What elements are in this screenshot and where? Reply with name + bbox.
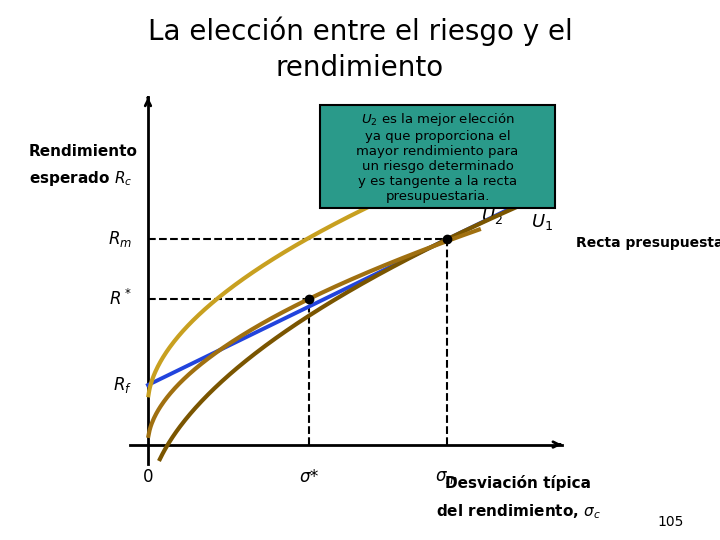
FancyBboxPatch shape xyxy=(320,105,554,208)
Text: del rendimiento, $\sigma_c$: del rendimiento, $\sigma_c$ xyxy=(436,502,601,521)
Text: esperado $R_c$: esperado $R_c$ xyxy=(29,168,132,188)
Text: $R^*$: $R^*$ xyxy=(109,289,132,309)
Text: $R_f$: $R_f$ xyxy=(113,375,132,395)
Text: $U_2$ es la mejor elección
ya que proporciona el
mayor rendimiento para
un riesg: $U_2$ es la mejor elección ya que propor… xyxy=(356,111,518,202)
Text: $R_m$: $R_m$ xyxy=(108,230,132,249)
Text: $\sigma_m$: $\sigma_m$ xyxy=(435,468,458,485)
Text: $\sigma$*: $\sigma$* xyxy=(299,468,319,485)
Text: 0: 0 xyxy=(143,468,153,485)
Text: Recta presupuestaria: Recta presupuestaria xyxy=(576,236,720,250)
Text: $U_1$: $U_1$ xyxy=(531,212,553,232)
Text: Desviación típica: Desviación típica xyxy=(446,475,591,491)
Text: 105: 105 xyxy=(657,515,684,529)
Text: Rendimiento: Rendimiento xyxy=(29,144,138,159)
Text: La elección entre el riesgo y el: La elección entre el riesgo y el xyxy=(148,16,572,46)
Text: $U_2$: $U_2$ xyxy=(481,206,503,226)
Text: rendimiento: rendimiento xyxy=(276,54,444,82)
Text: $U_3$: $U_3$ xyxy=(407,167,429,187)
